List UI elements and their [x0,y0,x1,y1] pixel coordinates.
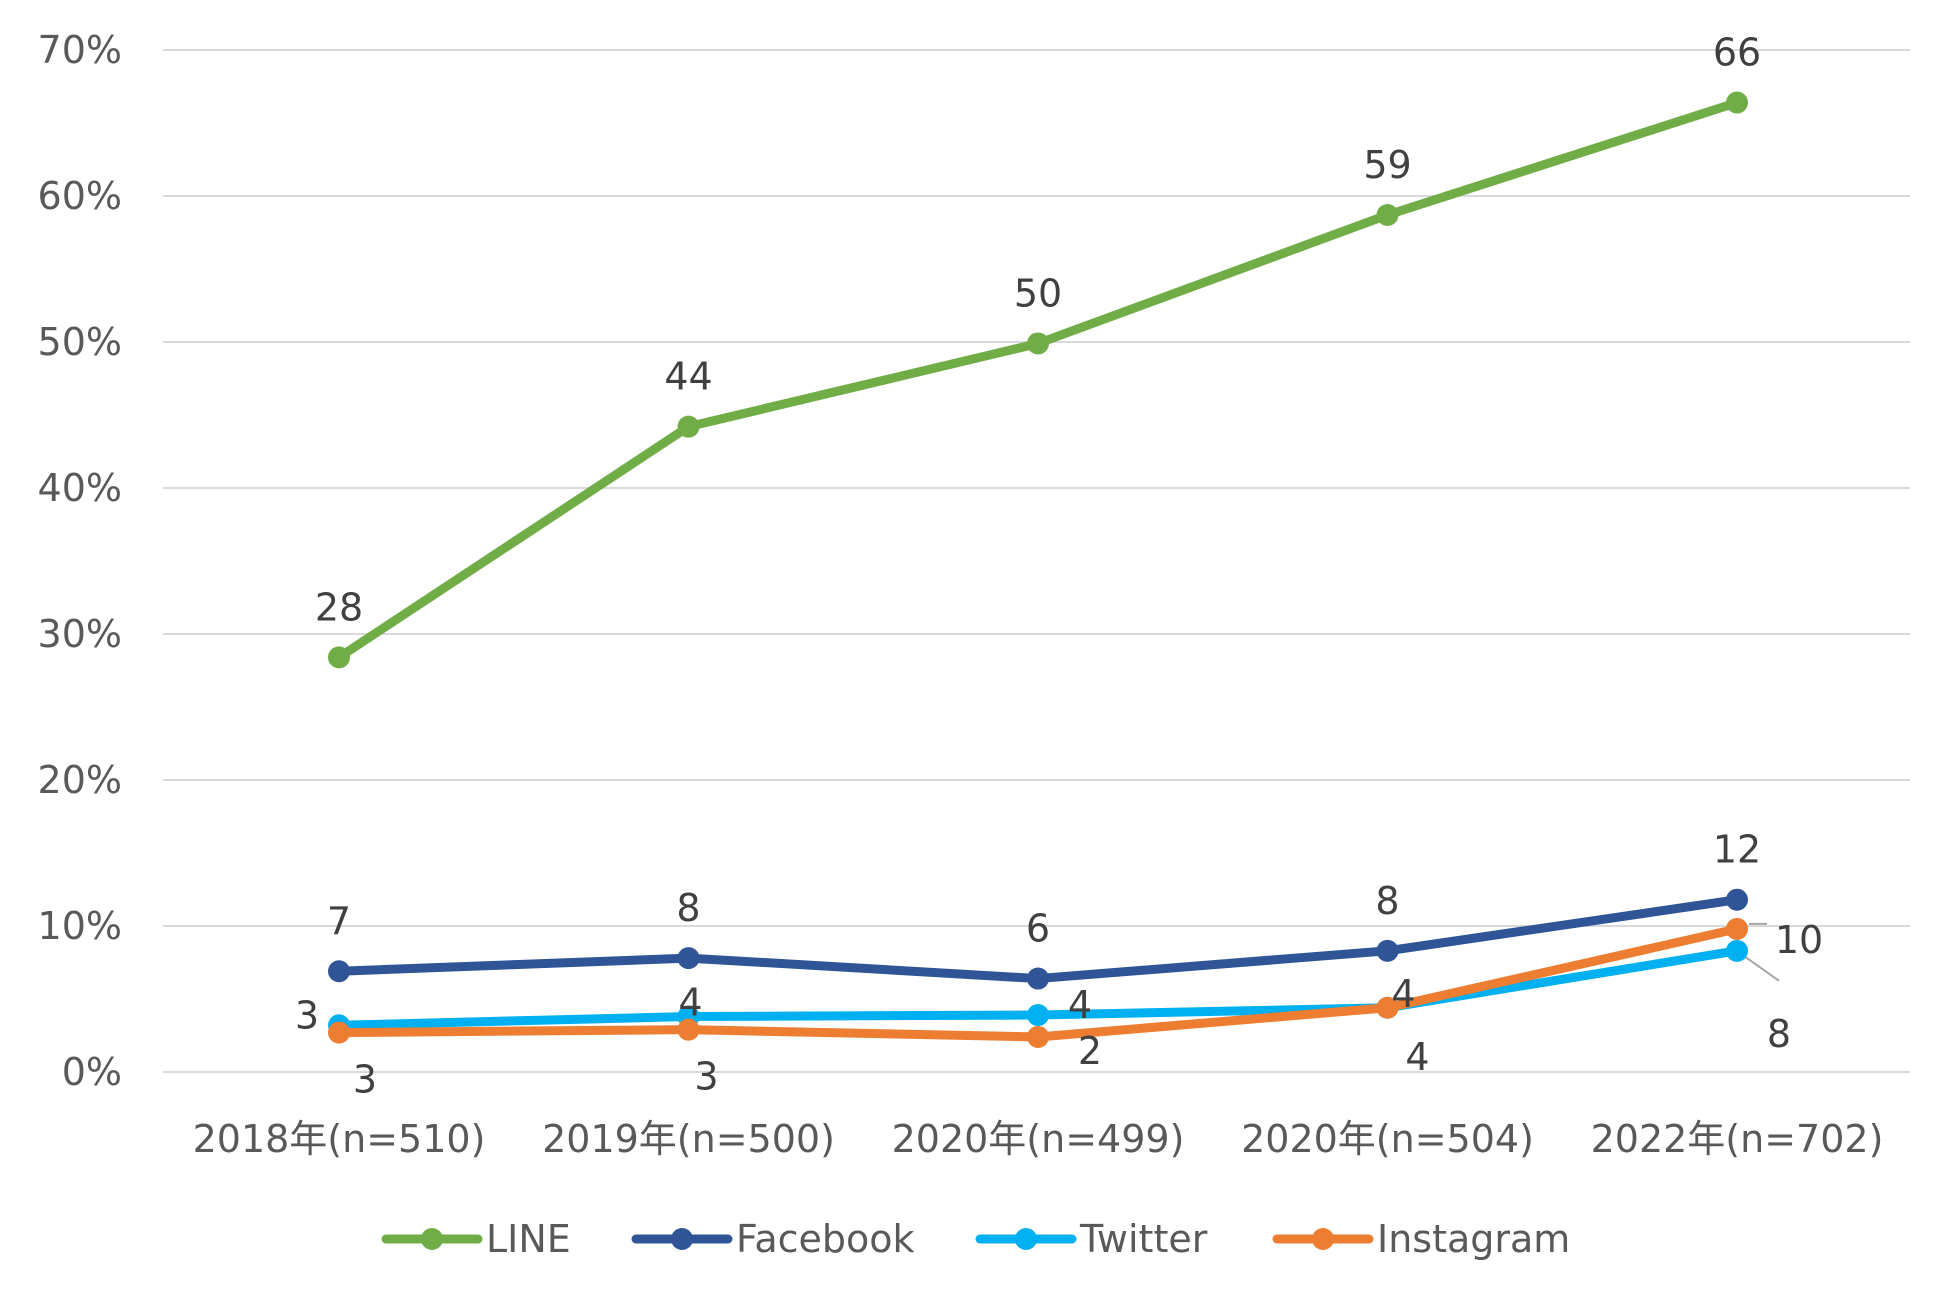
data-label: 44 [664,355,712,399]
data-point [677,415,700,438]
data-point [1726,91,1748,114]
data-label: 66 [1713,31,1761,75]
y-tick-label: 60% [38,174,122,218]
legend-swatch-marker [671,1228,693,1250]
data-label: 3 [295,993,319,1037]
x-tick-label: 2019年(n=500) [542,1117,835,1161]
data-label: 10 [1775,918,1823,962]
y-tick-label: 40% [38,466,122,510]
y-tick-label: 20% [38,758,122,802]
data-point [1376,203,1399,226]
legend-item-line: LINE [381,1217,571,1261]
x-axis-tick-labels: 2018年(n=510) 2019年(n=500) 2020年(n=499) 2020… [193,1117,1884,1161]
data-point [1027,967,1049,990]
data-point [1027,332,1049,355]
data-point [328,1021,350,1044]
data-point [1726,888,1748,911]
series [328,91,1748,1048]
legend-label: Instagram [1377,1217,1570,1261]
data-label: 3 [353,1058,377,1102]
legend-item-instagram: Instagram [1272,1217,1570,1261]
data-label: 4 [1391,972,1415,1016]
x-tick-label: 2020年(n=499) [892,1117,1185,1161]
data-label: 12 [1713,828,1761,872]
data-label: 50 [1014,271,1062,315]
data-point [1726,939,1748,962]
x-tick-label: 2020年(n=504) [1241,1117,1534,1161]
legend-item-facebook: Facebook [631,1217,915,1261]
data-label: 8 [1767,1012,1791,1056]
data-point [677,1018,700,1041]
series-line [328,91,1748,669]
y-axis-tick-labels: 0% 10% 20% 30% 40% 50% 60% 70% [38,28,122,1094]
y-tick-label: 30% [38,612,122,656]
data-point [677,947,700,970]
data-point [1726,917,1748,940]
data-label: 4 [1068,983,1092,1027]
data-label: 28 [315,585,363,629]
data-point [1027,1004,1049,1027]
x-tick-label: 2022年(n=702) [1591,1117,1884,1161]
data-label: 4 [678,981,702,1025]
data-point [1027,1025,1049,1048]
data-point [1376,996,1399,1019]
data-label: 8 [676,886,700,930]
legend-swatch-marker [1015,1228,1037,1250]
data-label: 8 [1375,879,1399,923]
data-point [1376,939,1399,962]
legend-label: LINE [486,1217,571,1261]
data-point [328,646,350,669]
legend-label: Twitter [1079,1217,1208,1261]
label-leader-lines [1740,922,1780,982]
legend: LINE Facebook Twitter Instagram [381,1217,1570,1261]
data-label: 7 [327,899,351,943]
legend-swatch-marker [1312,1228,1334,1250]
legend-item-twitter: Twitter [975,1217,1208,1261]
y-tick-label: 10% [38,904,122,948]
legend-label: Facebook [736,1217,915,1261]
data-label: 3 [694,1055,718,1099]
data-label: 4 [1405,1035,1429,1079]
legend-swatch-marker [421,1228,443,1250]
y-tick-label: 50% [38,320,122,364]
x-tick-label: 2018年(n=510) [193,1117,486,1161]
series-facebook [328,888,1748,990]
data-label: 59 [1363,143,1411,187]
data-point [328,960,350,983]
series-instagram [328,917,1748,1048]
y-tick-label: 70% [38,28,122,72]
data-label: 2 [1078,1029,1102,1073]
data-label: 6 [1026,907,1050,951]
leader-line [1740,953,1780,982]
y-tick-label: 0% [62,1050,122,1094]
series-line [334,98,1742,662]
